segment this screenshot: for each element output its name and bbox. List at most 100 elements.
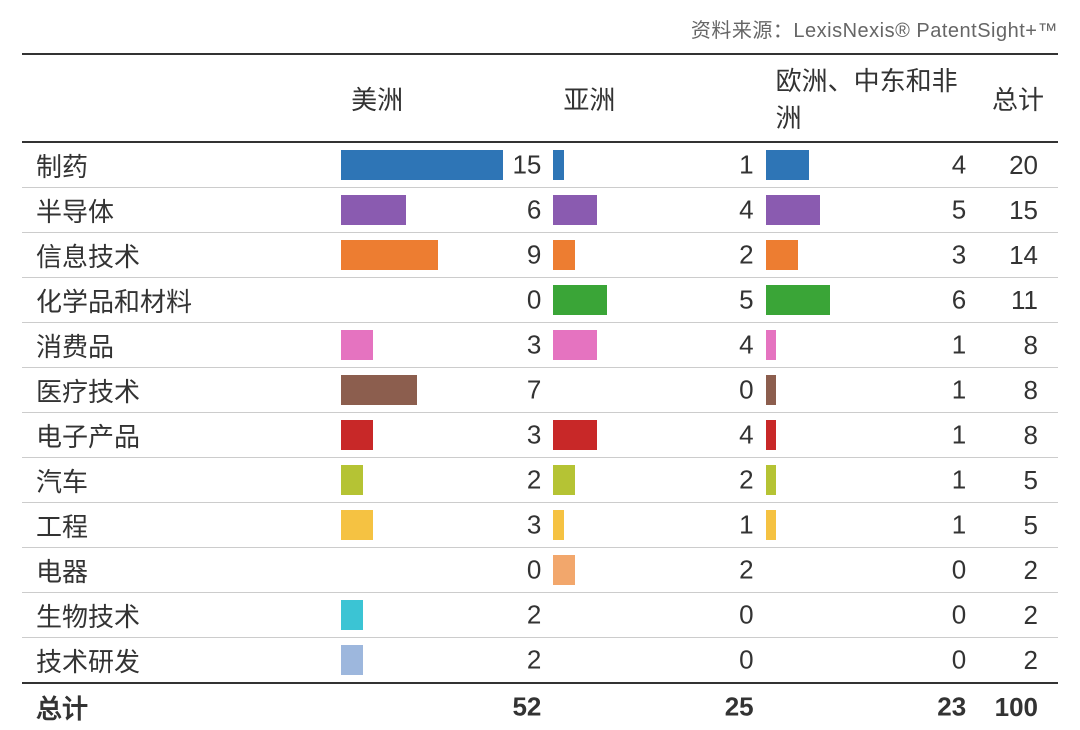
category-label: 电器: [22, 548, 341, 593]
bar: [766, 420, 777, 450]
cell-value: 1: [952, 510, 966, 541]
cell-value: 1: [739, 150, 753, 181]
category-label: 电子产品: [22, 413, 341, 458]
cell-value: 3: [527, 330, 541, 361]
cell-value: 0: [739, 600, 753, 631]
bar: [766, 375, 777, 405]
region-cell: 5: [766, 188, 979, 233]
cell-value: 3: [952, 240, 966, 271]
cell-value: 4: [739, 330, 753, 361]
bar: [553, 420, 596, 450]
footer-row: 总计 52 25 23 100: [22, 683, 1058, 730]
bar: [553, 150, 564, 180]
region-cell: 6: [766, 278, 979, 323]
region-cell: 2: [553, 233, 765, 278]
cell-value: 0: [527, 285, 541, 316]
cell-value: 2: [739, 555, 753, 586]
table-row: 工程3115: [22, 503, 1058, 548]
bar: [341, 195, 406, 225]
region-cell: 0: [766, 548, 979, 593]
bar: [341, 150, 503, 180]
region-cell: 0: [553, 593, 765, 638]
cell-value: 6: [952, 285, 966, 316]
cell-value: 4: [952, 150, 966, 181]
cell-value: 5: [739, 285, 753, 316]
table-row: 信息技术92314: [22, 233, 1058, 278]
row-total: 8: [978, 323, 1058, 368]
bar: [341, 645, 363, 675]
region-cell: 4: [553, 413, 765, 458]
bar: [341, 510, 373, 540]
bar: [766, 510, 777, 540]
category-label: 化学品和材料: [22, 278, 341, 323]
cell-value: 4: [739, 195, 753, 226]
row-total: 8: [978, 413, 1058, 458]
header-category: [22, 54, 341, 142]
region-cell: 1: [766, 413, 979, 458]
region-cell: 2: [341, 638, 553, 684]
cell-value: 2: [527, 645, 541, 676]
cell-value: 1: [952, 375, 966, 406]
row-total: 11: [978, 278, 1058, 323]
footer-region-1: 25: [553, 683, 765, 730]
category-label: 制药: [22, 142, 341, 188]
region-cell: 0: [766, 593, 979, 638]
region-cell: 3: [341, 413, 553, 458]
region-cell: 1: [766, 323, 979, 368]
region-cell: 1: [766, 458, 979, 503]
bar: [553, 240, 575, 270]
row-total: 5: [978, 503, 1058, 548]
region-cell: 4: [553, 188, 765, 233]
row-total: 2: [978, 638, 1058, 684]
cell-value: 1: [952, 465, 966, 496]
region-cell: 3: [341, 323, 553, 368]
row-total: 20: [978, 142, 1058, 188]
cell-value: 9: [527, 240, 541, 271]
region-cell: 3: [766, 233, 979, 278]
category-label: 技术研发: [22, 638, 341, 684]
header-region-0: 美洲: [341, 54, 553, 142]
cell-value: 5: [952, 195, 966, 226]
table-row: 医疗技术7018: [22, 368, 1058, 413]
table-row: 生物技术2002: [22, 593, 1058, 638]
region-cell: 0: [553, 638, 765, 684]
cell-value: 3: [527, 420, 541, 451]
category-label: 工程: [22, 503, 341, 548]
cell-value: 0: [952, 600, 966, 631]
bar: [553, 330, 596, 360]
table-row: 电器0202: [22, 548, 1058, 593]
bar: [553, 465, 575, 495]
cell-value: 0: [739, 375, 753, 406]
region-cell: 2: [553, 548, 765, 593]
footer-grand-total: 100: [978, 683, 1058, 730]
region-cell: 0: [341, 278, 553, 323]
header-region-2: 欧洲、中东和非洲: [766, 54, 979, 142]
cell-value: 3: [527, 510, 541, 541]
cell-value: 15: [512, 150, 541, 181]
region-cell: 15: [341, 142, 553, 188]
footer-region-2: 23: [766, 683, 979, 730]
region-cell: 0: [766, 638, 979, 684]
bar: [766, 465, 777, 495]
header-total: 总计: [978, 54, 1058, 142]
cell-value: 0: [952, 645, 966, 676]
cell-value: 4: [739, 420, 753, 451]
bar: [766, 285, 831, 315]
region-cell: 2: [553, 458, 765, 503]
category-label: 医疗技术: [22, 368, 341, 413]
bar: [766, 195, 820, 225]
region-cell: 0: [553, 368, 765, 413]
row-total: 14: [978, 233, 1058, 278]
cell-value: 0: [739, 645, 753, 676]
bar: [341, 330, 373, 360]
bar: [766, 240, 798, 270]
bar: [553, 195, 596, 225]
cell-value: 2: [527, 600, 541, 631]
category-label: 半导体: [22, 188, 341, 233]
region-cell: 5: [553, 278, 765, 323]
cell-value: 0: [527, 555, 541, 586]
cell-value: 2: [739, 465, 753, 496]
table-row: 消费品3418: [22, 323, 1058, 368]
source-attribution: 资料来源：LexisNexis® PatentSight+™: [22, 14, 1058, 43]
region-cell: 1: [553, 142, 765, 188]
